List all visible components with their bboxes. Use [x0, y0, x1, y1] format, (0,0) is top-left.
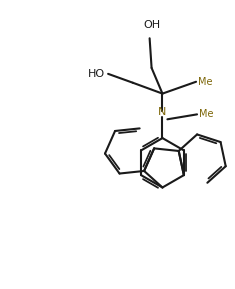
- Text: N: N: [158, 107, 167, 117]
- Text: Me: Me: [199, 109, 214, 119]
- Text: OH: OH: [143, 20, 160, 30]
- Text: HO: HO: [88, 69, 105, 79]
- Text: Me: Me: [198, 77, 212, 87]
